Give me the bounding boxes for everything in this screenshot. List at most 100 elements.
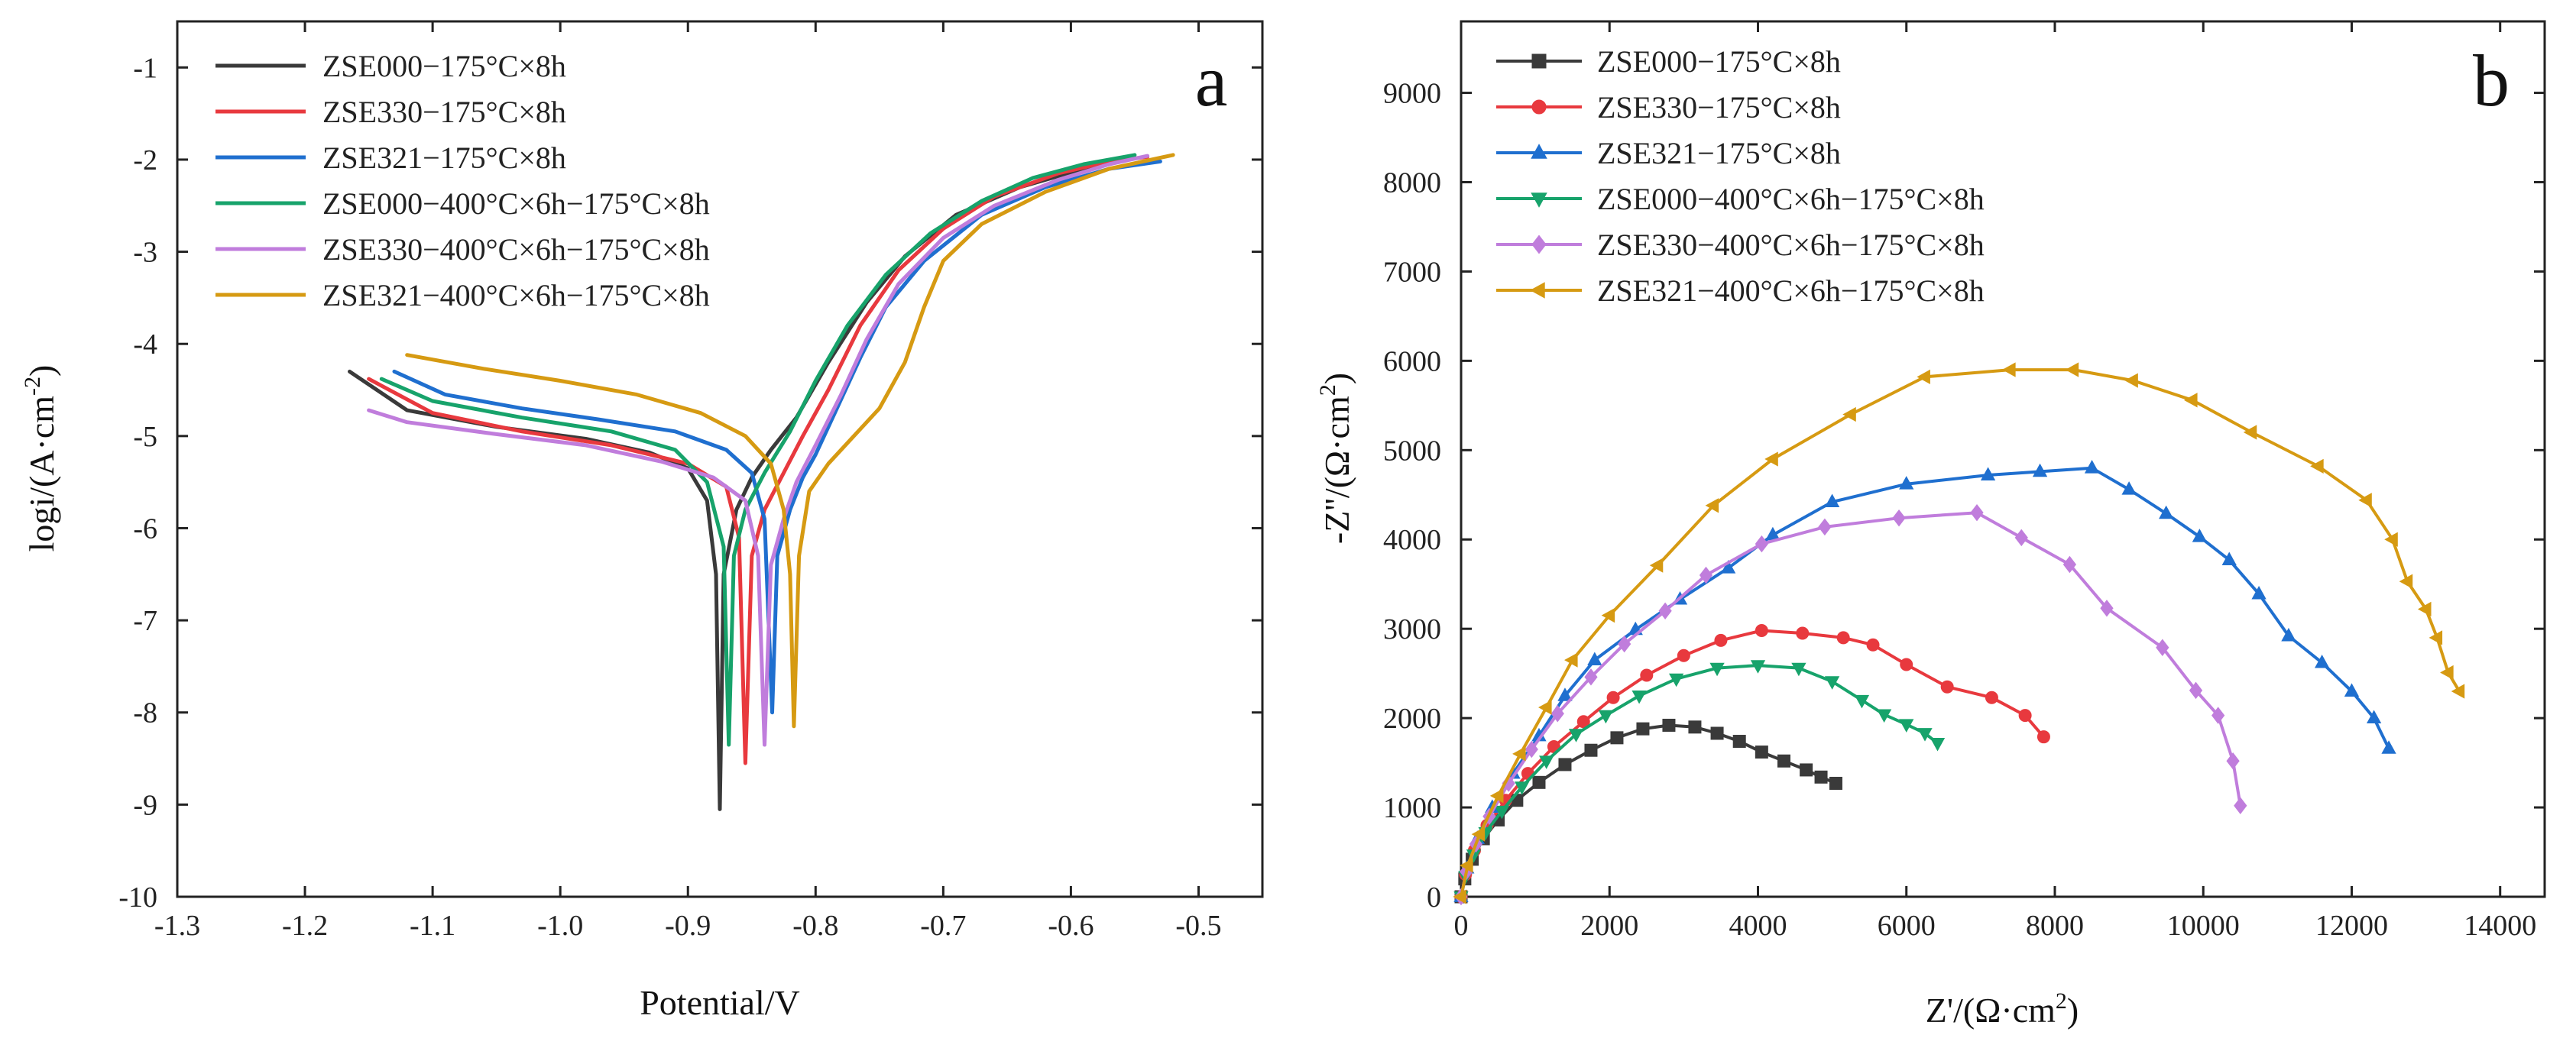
panel-b-series-2-point bbox=[1866, 638, 1880, 652]
panel-b-series-4-point bbox=[1514, 781, 1530, 795]
panel-b-series-5-point bbox=[1818, 518, 1832, 536]
panel-a-y-tick-label: -9 bbox=[133, 789, 157, 821]
panel-a-y-tick-label: -7 bbox=[133, 605, 157, 637]
panel-b-series-5-point bbox=[1618, 635, 1631, 653]
panel-b-series-3-point bbox=[2192, 529, 2208, 542]
panel-b-y-tick-label: 7000 bbox=[1383, 256, 1441, 288]
panel-b-series-6-point bbox=[2124, 373, 2138, 388]
panel-a-series-3-line bbox=[392, 159, 1162, 715]
panel-b-series-3-point bbox=[2221, 551, 2237, 566]
panel-b-series-5-point bbox=[1584, 668, 1598, 686]
panel-b-series-1-point bbox=[1688, 720, 1702, 734]
panel-b-series-6-point bbox=[1538, 700, 1552, 715]
panel-b-series-3-point bbox=[2344, 683, 2360, 697]
panel-b-series-2-point bbox=[2018, 709, 2032, 723]
panel-b-x-tick-label: 8000 bbox=[2026, 910, 2084, 942]
panel-b-series-1-point bbox=[1777, 754, 1790, 768]
panel-a: -1.3 -1.2 -1.1 -1.0 -0.9 -0.8 -0.7 -0.6 -0.5 -10 -… bbox=[20, 20, 1264, 1022]
panel-b-legend-marker bbox=[1531, 144, 1547, 159]
panel-b-letter: b bbox=[2473, 40, 2510, 121]
panel-b-series-6-point bbox=[2243, 425, 2257, 440]
panel-b-series-5-point bbox=[1699, 566, 1713, 584]
panel-b-series-6-point bbox=[2002, 362, 2016, 377]
panel-b-series-6-point bbox=[2451, 684, 2465, 699]
panel-b-series-3-point bbox=[2381, 740, 2396, 754]
panel-b-series-2-point bbox=[1985, 691, 1998, 704]
panel-b-series-4-point bbox=[1750, 660, 1766, 674]
panel-b-series-3-point bbox=[2121, 481, 2137, 495]
panel-b-series-2-point bbox=[1940, 680, 1954, 694]
panel-a-x-tick-label: -0.5 bbox=[1175, 910, 1221, 942]
panel-b: 0 2000 4000 6000 8000 10000 12000 14000 0 1000 200… bbox=[1315, 20, 2546, 1030]
panel-a-x-tick-label: -1.2 bbox=[282, 910, 328, 942]
panel-b-series-1-point bbox=[1800, 763, 1813, 777]
panel-b-series-6-point bbox=[1601, 607, 1615, 623]
panel-b-legend: ZSE000−175°C×8h ZSE330−175°C×8h ZSE321−175… bbox=[1496, 44, 1985, 308]
panel-b-series-5-point bbox=[2100, 600, 2114, 617]
panel-b-series-5-point bbox=[2062, 555, 2077, 574]
panel-a-legend-label: ZSE330−175°C×8h bbox=[322, 95, 566, 129]
panel-b-x-tick-label: 6000 bbox=[1878, 910, 1936, 942]
panel-b-series-5-point bbox=[1550, 705, 1564, 723]
panel-b-series-3-point bbox=[1824, 493, 1840, 508]
panel-b-series-6-point bbox=[2384, 532, 2398, 547]
panel-b-series-3-point bbox=[2032, 463, 2048, 477]
panel-a-x-tick-label: -0.9 bbox=[665, 910, 711, 942]
panel-b-series-1-point bbox=[1814, 770, 1828, 784]
panel-b-y-tick-label: 3000 bbox=[1383, 613, 1441, 645]
panel-b-y-tick-label: 5000 bbox=[1383, 435, 1441, 467]
panel-b-series-5-point bbox=[2226, 752, 2240, 770]
panel-b-series-1-point bbox=[1755, 746, 1768, 759]
panel-b-series-4-point bbox=[1854, 694, 1870, 709]
panel-b-series-6-point bbox=[2184, 393, 2198, 408]
panel-b-series-6-point bbox=[2399, 574, 2413, 589]
panel-b-series-2-point bbox=[1714, 633, 1728, 647]
panel-b-series-5-point bbox=[1658, 602, 1672, 620]
panel-a-x-axis-label: Potential/V bbox=[640, 983, 800, 1022]
panel-b-series-1-point bbox=[1732, 735, 1746, 749]
panel-b-series-2-point bbox=[1900, 658, 1913, 671]
panel-b-series-5-point bbox=[1755, 535, 1768, 553]
panel-b-y-axis-label: -Z''/(Ω·cm2) bbox=[1315, 373, 1356, 544]
panel-b-series-3-point bbox=[2159, 505, 2174, 519]
panel-b-series-2-point bbox=[2036, 730, 2050, 744]
panel-a-legend-label: ZSE000−175°C×8h bbox=[322, 49, 566, 83]
panel-b-x-tick-label: 0 bbox=[1454, 910, 1469, 942]
panel-b-y-tick-label: 4000 bbox=[1383, 524, 1441, 556]
panel-b-y-tick-label: 0 bbox=[1427, 881, 1441, 914]
panel-a-y-tick-label: -6 bbox=[133, 513, 157, 545]
panel-b-series-4-point bbox=[1709, 662, 1725, 677]
panel-a-legend: ZSE000−175°C×8h ZSE330−175°C×8h ZSE321−175… bbox=[215, 49, 710, 312]
panel-b-series-6-point bbox=[1764, 451, 1778, 467]
panel-b-legend-marker bbox=[1531, 99, 1547, 115]
panel-b-series-6-point bbox=[2429, 630, 2443, 645]
panel-b-series-1-point bbox=[1662, 718, 1676, 732]
panel-b-legend-label: ZSE330−400°C×6h−175°C×8h bbox=[1597, 228, 1985, 262]
panel-b-legend-label: ZSE000−175°C×8h bbox=[1597, 44, 1841, 79]
panel-a-series-6-line bbox=[405, 153, 1175, 729]
panel-b-series-5-point bbox=[1502, 775, 1515, 792]
panel-b-frame bbox=[1460, 20, 2546, 898]
panel-a-x-tick-label: -1.3 bbox=[154, 910, 200, 942]
panel-a-y-tick-label: -2 bbox=[133, 144, 157, 176]
panel-b-series-6-point bbox=[1649, 558, 1664, 573]
panel-a-frame bbox=[176, 20, 1264, 898]
panel-a-legend-label: ZSE000−400°C×6h−175°C×8h bbox=[322, 186, 710, 221]
panel-b-series-4-point bbox=[1598, 710, 1614, 724]
panel-b-series-3-line bbox=[1460, 466, 2390, 898]
panel-b-series-6-point bbox=[1453, 889, 1466, 904]
panel-b-x-tick-label: 12000 bbox=[2315, 910, 2388, 942]
panel-b-series-6-point bbox=[2440, 665, 2454, 681]
panel-b-series-6-point bbox=[1489, 788, 1504, 804]
panel-b-series-3-point bbox=[1980, 467, 1996, 480]
panel-b-series-6-point bbox=[2417, 601, 2432, 617]
panel-a-x-tick-label: -1.1 bbox=[410, 910, 455, 942]
panel-b-legend-label: ZSE321−175°C×8h bbox=[1597, 136, 1841, 170]
panel-b-y-tick-label: 2000 bbox=[1383, 703, 1441, 735]
panel-b-series-4-point bbox=[1824, 676, 1840, 690]
panel-a-y-tick-label: -1 bbox=[133, 52, 157, 84]
panel-b-y-tick-label: 1000 bbox=[1383, 792, 1441, 824]
panel-b-series-2-point bbox=[1677, 649, 1690, 662]
panel-b-series-2-point bbox=[1796, 626, 1810, 640]
